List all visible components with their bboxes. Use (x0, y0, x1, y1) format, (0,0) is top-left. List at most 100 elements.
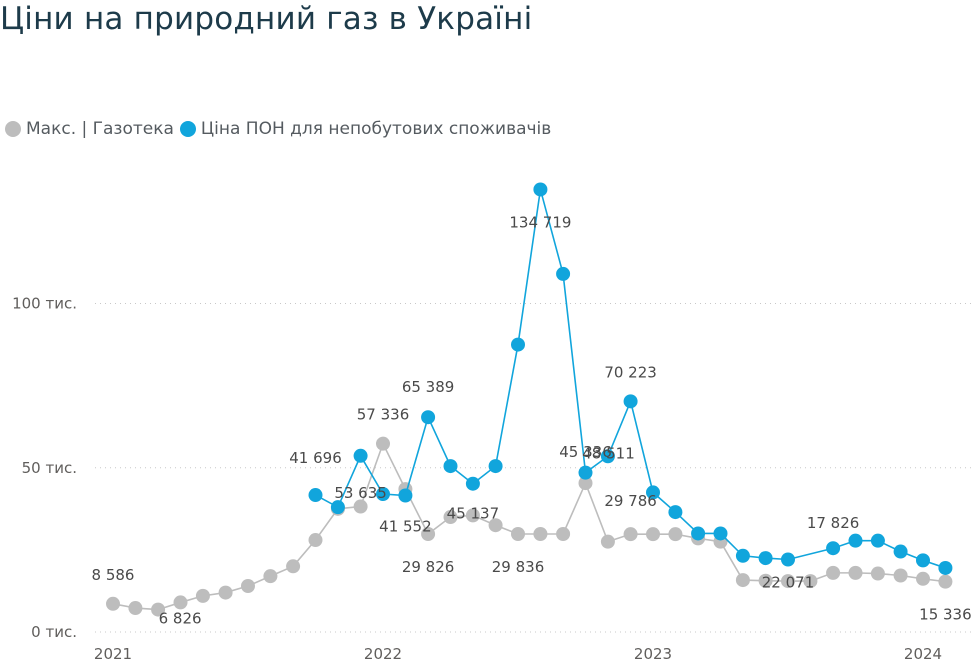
data-point[interactable] (106, 596, 120, 611)
data-point[interactable] (803, 574, 818, 589)
y-axis-ticks: 0 тис. 50 тис. 100 тис. (12, 295, 77, 642)
legend-marker-gazoteka (5, 121, 21, 137)
data-point[interactable] (533, 182, 548, 197)
data-point[interactable] (826, 541, 841, 556)
y-tick-label: 50 тис. (22, 459, 77, 477)
data-label: 29 826 (402, 558, 455, 576)
data-point[interactable] (691, 526, 706, 541)
data-point[interactable] (870, 533, 885, 548)
data-point[interactable] (781, 552, 795, 567)
data-point[interactable] (195, 588, 210, 603)
y-tick-label: 100 тис. (12, 295, 77, 313)
data-label: 53 635 (334, 484, 387, 502)
data-point[interactable] (308, 488, 323, 503)
data-point[interactable] (916, 553, 930, 568)
data-point[interactable] (623, 527, 638, 542)
chart-legend: Макс. | Газотека Ціна ПОН для непобутови… (5, 117, 557, 141)
data-point[interactable] (353, 499, 368, 514)
data-point[interactable] (398, 488, 413, 503)
data-point[interactable] (241, 579, 255, 594)
data-point[interactable] (578, 465, 593, 480)
data-point[interactable] (938, 574, 953, 589)
line-chart: 0 тис. 50 тис. 100 тис. 2021 2022 2023 2024 8… (12, 182, 975, 663)
data-point[interactable] (511, 337, 525, 352)
data-point[interactable] (870, 566, 885, 581)
data-label: 45 137 (447, 505, 500, 523)
data-point[interactable] (713, 526, 728, 541)
x-tick-label: 2023 (634, 645, 672, 663)
data-point[interactable] (263, 569, 278, 584)
legend-item-pon[interactable]: Ціна ПОН для непобутових споживачів (179, 119, 552, 139)
data-point[interactable] (218, 585, 233, 600)
series-group (106, 182, 953, 617)
data-point[interactable] (488, 518, 503, 533)
data-point[interactable] (465, 508, 480, 523)
data-point[interactable] (556, 526, 571, 541)
legend-label-pon: Ціна ПОН для непобутових споживачів (200, 119, 552, 139)
data-label: 41 696 (289, 449, 342, 467)
gridlines (95, 303, 975, 633)
data-point[interactable] (623, 394, 638, 409)
data-point[interactable] (286, 559, 301, 574)
legend-label-gazoteka: Макс. | Газотека (26, 119, 174, 139)
data-point[interactable] (308, 533, 323, 548)
data-point[interactable] (848, 533, 863, 548)
chart-title: Ціни на природний газ в Україні (0, 1, 533, 37)
data-point[interactable] (668, 527, 683, 542)
data-point[interactable] (465, 476, 480, 491)
data-point[interactable] (646, 485, 660, 500)
data-point[interactable] (533, 526, 548, 541)
data-point[interactable] (330, 500, 345, 515)
data-point[interactable] (600, 449, 615, 464)
data-point[interactable] (421, 527, 436, 542)
data-point[interactable] (376, 436, 390, 451)
data-label: 134 719 (509, 213, 571, 231)
data-point[interactable] (600, 534, 615, 549)
data-point[interactable] (488, 459, 503, 474)
data-label: 15 336 (919, 606, 972, 624)
data-label: 22 071 (762, 573, 815, 591)
legend-marker-pon (179, 121, 196, 137)
x-tick-label: 2022 (364, 645, 402, 663)
x-tick-label: 2021 (94, 645, 132, 663)
data-label: 70 223 (604, 363, 657, 381)
data-point[interactable] (173, 595, 188, 610)
data-label: 65 389 (402, 378, 455, 396)
data-label: 45 336 (559, 443, 612, 461)
y-tick-label: 0 тис. (31, 623, 77, 641)
legend-item-gazoteka[interactable]: Макс. | Газотека (5, 119, 174, 139)
data-point[interactable] (376, 487, 390, 502)
data-point[interactable] (556, 266, 571, 281)
data-point[interactable] (758, 573, 773, 588)
data-point[interactable] (353, 448, 368, 463)
data-point[interactable] (848, 565, 863, 580)
data-point[interactable] (128, 601, 143, 616)
data-point[interactable] (826, 565, 841, 580)
data-point[interactable] (151, 602, 166, 617)
data-point[interactable] (735, 573, 750, 588)
data-point[interactable] (938, 560, 953, 575)
data-point[interactable] (735, 548, 750, 563)
data-point[interactable] (668, 505, 683, 520)
data-point[interactable] (893, 544, 908, 559)
data-point[interactable] (781, 574, 795, 589)
data-point[interactable] (443, 459, 458, 474)
data-label: 48 511 (582, 445, 635, 463)
data-label: 57 336 (357, 406, 410, 424)
series-line-1 (315, 189, 946, 569)
data-point[interactable] (421, 410, 436, 425)
data-point[interactable] (646, 527, 660, 542)
data-point[interactable] (893, 568, 908, 583)
x-axis-ticks: 2021 2022 2023 2024 (94, 645, 942, 663)
data-point[interactable] (758, 551, 773, 566)
data-label: 17 826 (807, 514, 860, 532)
data-point[interactable] (578, 476, 593, 491)
data-point[interactable] (916, 571, 930, 586)
data-label: 6 826 (159, 610, 202, 628)
data-label: 29 786 (604, 492, 657, 510)
data-label: 8 586 (92, 566, 135, 584)
data-label: 41 552 (379, 518, 432, 536)
data-point[interactable] (443, 510, 458, 525)
data-point[interactable] (511, 526, 525, 541)
x-tick-label: 2024 (904, 645, 942, 663)
